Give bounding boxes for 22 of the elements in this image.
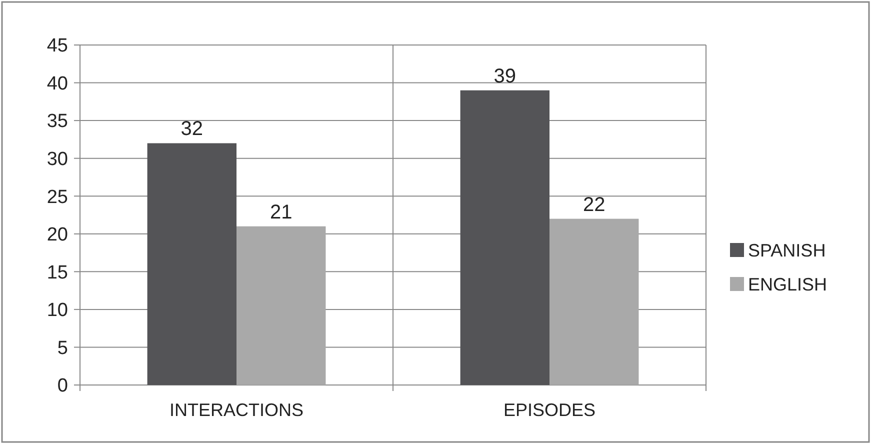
y-tick-label: 45 bbox=[46, 36, 68, 57]
y-tick-label: 25 bbox=[46, 186, 68, 208]
y-tick-label: 40 bbox=[46, 73, 68, 94]
x-tick-label: INTERACTIONS bbox=[169, 400, 304, 420]
y-tick-label: 35 bbox=[46, 111, 68, 132]
data-label: 39 bbox=[494, 65, 516, 88]
bar bbox=[460, 90, 550, 385]
y-tick-label: 30 bbox=[46, 148, 68, 170]
data-label: 32 bbox=[180, 118, 204, 140]
y-tick-label: 15 bbox=[46, 262, 68, 284]
y-tick-label: 0 bbox=[57, 376, 68, 397]
y-tick-label: 20 bbox=[46, 224, 68, 246]
y-tick-label: 5 bbox=[57, 338, 68, 359]
y-tick-label: 10 bbox=[46, 300, 68, 322]
data-label: 22 bbox=[582, 194, 606, 216]
bar bbox=[550, 218, 639, 385]
bar bbox=[147, 143, 236, 385]
bar bbox=[236, 226, 326, 385]
data-label: 21 bbox=[270, 201, 292, 224]
x-tick-label: EPISODES bbox=[503, 400, 596, 420]
legend-label: ENGLISH bbox=[748, 274, 828, 294]
legend-label: SPANISH bbox=[748, 240, 826, 260]
